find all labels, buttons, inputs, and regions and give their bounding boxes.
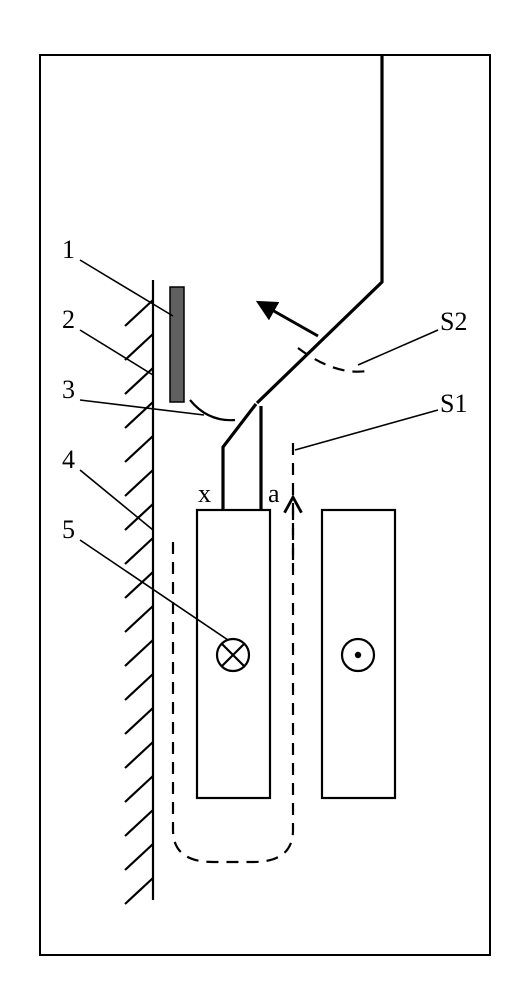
leader-1 [80,260,173,316]
ground-hatching [125,300,153,904]
label-s2: S2 [440,307,467,336]
part-1-bar [170,287,184,402]
current-out-icon [342,639,374,671]
label-s1: S1 [440,389,467,418]
top-cable [257,55,382,403]
label-4: 4 [62,445,75,474]
current-into-icon [217,639,249,671]
part-3-curve [190,400,235,420]
motion-arrow [265,306,318,336]
label-3: 3 [62,375,75,404]
leader-s2 [358,330,438,365]
label-5: 5 [62,515,75,544]
label-2: 2 [62,305,75,334]
label-a: a [268,479,280,508]
leader-s1 [295,410,438,450]
outer-frame [40,55,490,955]
leader-2 [80,330,153,375]
label-x: x [198,479,211,508]
label-1: 1 [62,235,75,264]
